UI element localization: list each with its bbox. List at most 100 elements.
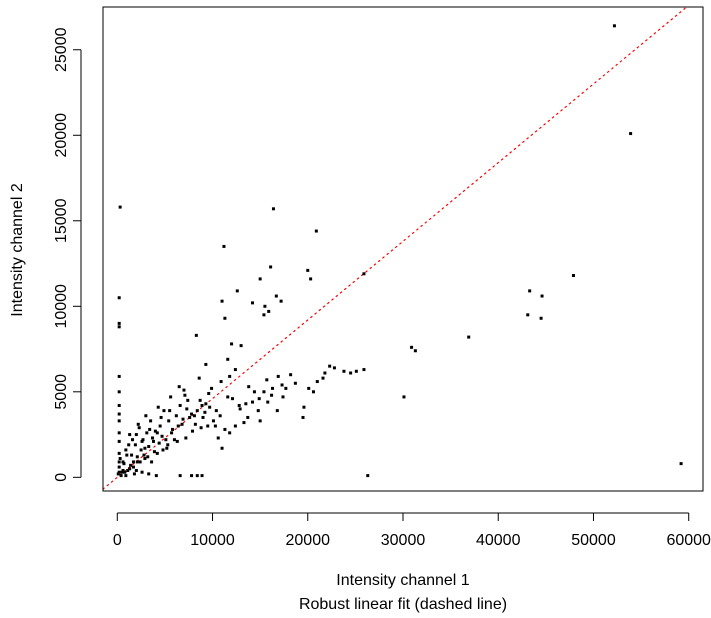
data-point [270, 393, 274, 397]
data-point [571, 274, 575, 278]
data-point [188, 415, 192, 419]
x-tick-label: 40000 [476, 532, 521, 549]
data-point [199, 426, 203, 430]
data-point [223, 316, 227, 320]
fit-line-layer [102, 6, 688, 490]
data-point [228, 431, 232, 435]
data-point [166, 443, 170, 447]
data-point [139, 448, 143, 452]
data-point [137, 426, 141, 430]
data-point [129, 463, 133, 467]
data-point [175, 439, 179, 443]
data-point [314, 229, 318, 233]
data-point [204, 362, 208, 366]
data-point [256, 409, 260, 413]
data-point [146, 455, 150, 459]
data-point [266, 400, 270, 404]
data-point [145, 431, 149, 435]
data-point [218, 414, 222, 418]
data-point [158, 424, 162, 428]
data-point [539, 316, 543, 320]
data-point [271, 207, 275, 211]
x-tick-label: 50000 [571, 532, 616, 549]
data-point [216, 436, 220, 440]
data-point [156, 405, 160, 409]
data-point [281, 395, 285, 399]
data-point [117, 321, 121, 325]
x-tick-label: 10000 [190, 532, 235, 549]
data-point [223, 427, 227, 431]
x-axis-subtitle: Robust linear fit (dashed line) [299, 596, 507, 613]
data-point [200, 474, 204, 478]
data-point [267, 309, 271, 313]
data-point [162, 409, 166, 413]
data-point [181, 417, 185, 421]
data-point [168, 409, 172, 413]
data-point [178, 403, 182, 407]
data-point [147, 445, 151, 449]
x-axis-title: Intensity channel 1 [336, 572, 470, 589]
data-point [152, 450, 156, 454]
plot-frame [102, 6, 704, 492]
y-tick-label: 15000 [53, 198, 70, 243]
data-point [134, 468, 138, 472]
data-point [263, 304, 267, 308]
data-point [117, 412, 121, 416]
data-point [219, 380, 223, 384]
data-point [402, 395, 406, 399]
data-point [309, 277, 313, 281]
data-point [413, 349, 417, 353]
data-point [228, 374, 232, 378]
data-point [117, 465, 121, 469]
data-point [182, 388, 186, 392]
data-point [143, 446, 147, 450]
data-point [233, 368, 237, 372]
data-point [133, 443, 137, 447]
data-point [143, 457, 147, 461]
data-point [206, 424, 210, 428]
data-point [151, 439, 155, 443]
data-point [151, 436, 155, 440]
data-point [197, 376, 201, 380]
data-point [131, 460, 135, 464]
data-point [121, 468, 125, 472]
data-point [238, 407, 242, 411]
data-point [117, 403, 121, 407]
data-point [467, 335, 471, 339]
data-point [274, 294, 278, 298]
data-point [342, 369, 346, 373]
data-point [186, 398, 190, 402]
data-point [118, 457, 122, 461]
data-point [231, 397, 235, 401]
data-point [226, 395, 230, 399]
data-point [203, 410, 207, 414]
data-point [119, 474, 123, 478]
y-axis-title: Intensity channel 2 [9, 183, 26, 317]
data-point [160, 434, 164, 438]
y-tick-label: 5000 [53, 374, 70, 410]
data-point [237, 403, 241, 407]
data-point [150, 460, 154, 464]
data-point [354, 369, 358, 373]
robust-fit-line [102, 6, 688, 490]
data-point [198, 398, 202, 402]
data-point [149, 419, 153, 423]
data-point [117, 325, 121, 329]
data-point [128, 467, 132, 471]
data-point [141, 438, 145, 442]
data-point [208, 405, 212, 409]
data-point [289, 373, 293, 377]
data-point [226, 357, 230, 361]
data-point [410, 345, 414, 349]
data-point [276, 374, 280, 378]
data-point [123, 470, 127, 474]
data-point [132, 472, 136, 476]
data-point [301, 415, 305, 419]
data-point [332, 366, 336, 370]
data-point [131, 465, 135, 469]
data-point [128, 433, 132, 437]
data-point [244, 402, 248, 406]
data-point [183, 393, 187, 397]
data-point [177, 385, 181, 389]
data-point [235, 289, 239, 293]
